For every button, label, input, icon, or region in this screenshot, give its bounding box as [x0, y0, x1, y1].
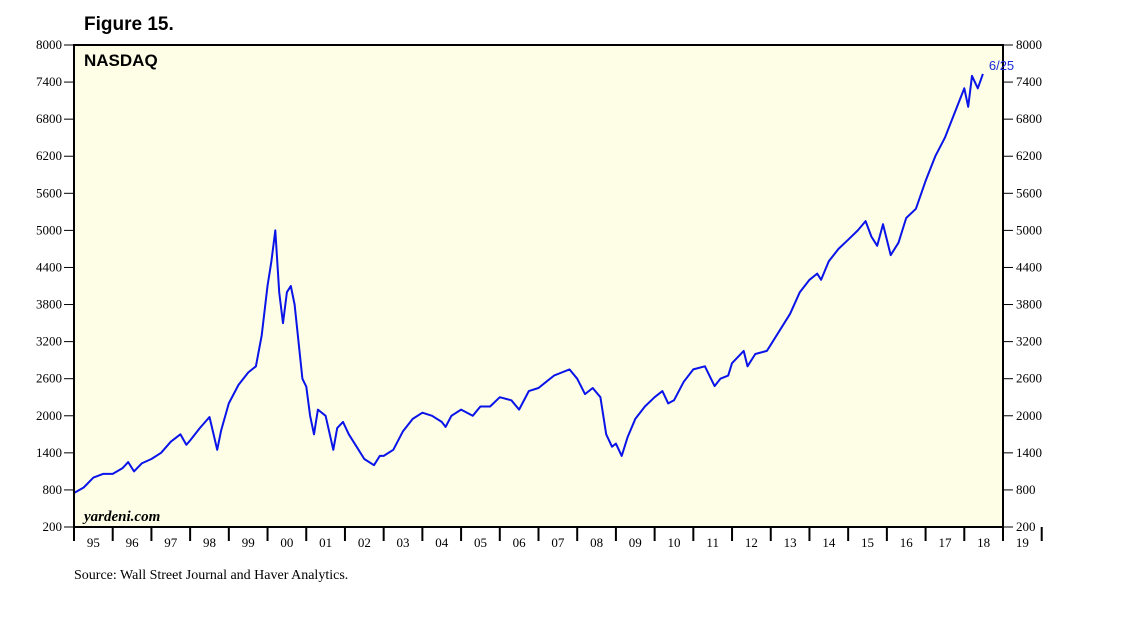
y-tick-label-right: 3800	[1016, 297, 1042, 312]
y-tick-label-right: 2000	[1016, 408, 1042, 423]
y-tick-label-left: 6800	[36, 111, 62, 126]
x-tick-label: 02	[358, 535, 371, 550]
x-tick-label: 09	[629, 535, 642, 550]
x-tick-label: 12	[745, 535, 758, 550]
y-tick-label-right: 4400	[1016, 259, 1042, 274]
y-tick-label-left: 3800	[36, 297, 62, 312]
watermark: yardeni.com	[82, 509, 160, 525]
y-tick-label-right: 3200	[1016, 334, 1042, 349]
y-tick-label-left: 800	[43, 482, 63, 497]
y-tick-label-left: 5000	[36, 222, 62, 237]
x-tick-label: 97	[164, 535, 178, 550]
x-tick-label: 16	[900, 535, 914, 550]
y-tick-label-right: 7400	[1016, 74, 1042, 89]
y-tick-label-right: 5600	[1016, 185, 1042, 200]
x-tick-label: 03	[397, 535, 410, 550]
x-tick-label: 14	[822, 535, 836, 550]
last-date-annotation: 6/25	[989, 58, 1014, 73]
plot-frame	[73, 44, 1004, 528]
x-tick-label: 13	[784, 535, 797, 550]
chart-title: NASDAQ	[84, 51, 158, 70]
y-tick-label-right: 200	[1016, 519, 1036, 534]
y-tick-label-left: 200	[43, 519, 63, 534]
source-note: Source: Wall Street Journal and Haver An…	[74, 568, 349, 583]
x-tick-label: 17	[938, 535, 952, 550]
y-tick-label-left: 2600	[36, 371, 62, 386]
y-tick-label-left: 4400	[36, 259, 62, 274]
x-tick-label: 99	[242, 535, 255, 550]
y-tick-label-left: 2000	[36, 408, 62, 423]
y-tick-label-right: 800	[1016, 482, 1036, 497]
x-tick-label: 11	[706, 535, 719, 550]
x-tick-label: 06	[513, 535, 527, 550]
x-tick-label: 00	[280, 535, 293, 550]
x-tick-label: 19	[1016, 535, 1029, 550]
x-tick-label: 98	[203, 535, 216, 550]
x-tick-label: 95	[87, 535, 100, 550]
x-axis: 95 96 97 98 99 00 01 02 03 04 05 06 07 08 09 10 11 12 13 14…	[73, 527, 1043, 550]
x-tick-label: 07	[551, 535, 565, 550]
x-tick-label: 96	[126, 535, 140, 550]
y-tick-label-left: 5600	[36, 185, 62, 200]
y-tick-label-right: 2600	[1016, 371, 1042, 386]
y-tick-label-left: 8000	[36, 37, 62, 52]
x-tick-label: 18	[977, 535, 990, 550]
x-tick-label: 04	[435, 535, 449, 550]
y-tick-label-right: 6200	[1016, 148, 1042, 163]
y-tick-label-right: 6800	[1016, 111, 1042, 126]
x-tick-label: 01	[319, 535, 332, 550]
y-tick-label-left: 3200	[36, 334, 62, 349]
y-tick-label-left: 1400	[36, 445, 62, 460]
y-axis-left: 200 800 1400 2000 2600 3200 3800 4400 5000 5600 62…	[36, 37, 74, 534]
x-tick-label: 08	[590, 535, 603, 550]
y-tick-label-right: 5000	[1016, 222, 1042, 237]
y-tick-label-left: 7400	[36, 74, 62, 89]
plot-area	[74, 45, 1003, 527]
y-tick-label-left: 6200	[36, 148, 62, 163]
y-tick-label-right: 8000	[1016, 37, 1042, 52]
x-tick-label: 10	[667, 535, 680, 550]
nasdaq-series-line	[73, 73, 984, 494]
figure-label: Figure 15.	[84, 14, 174, 35]
x-tick-label: 15	[861, 535, 874, 550]
y-tick-label-right: 1400	[1016, 445, 1042, 460]
x-tick-label: 05	[474, 535, 487, 550]
y-axis-right: 200 800 1400 2000 2600 3200 3800 4400 5000 5600 62…	[1003, 37, 1042, 534]
